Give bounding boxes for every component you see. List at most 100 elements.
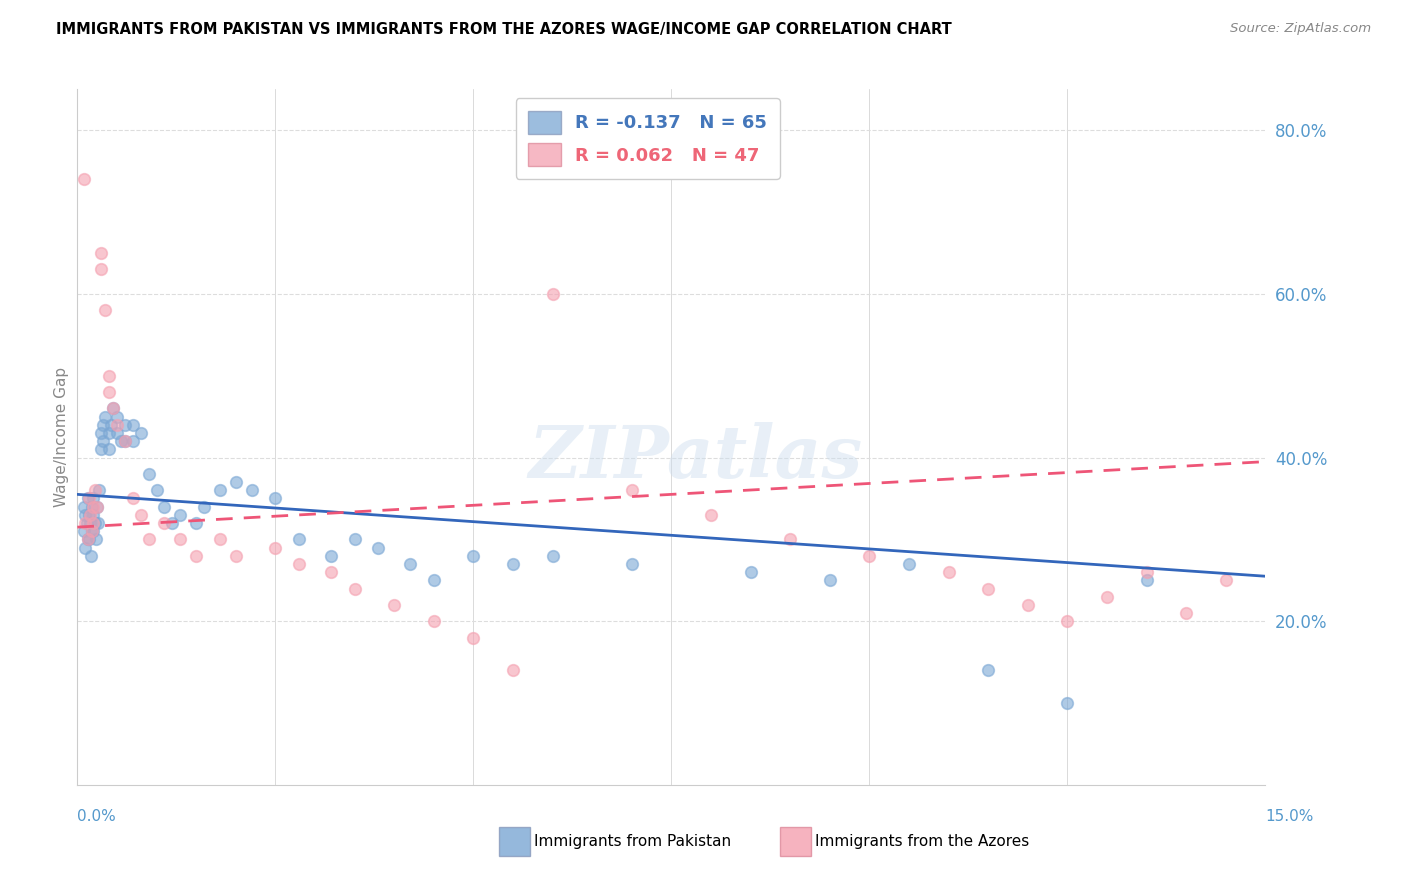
Point (162, 516, 184, 530)
Point (121, 491, 143, 506)
Point (101, 401, 124, 416)
Point (82, 524, 104, 539)
Point (101, 401, 124, 416)
Point (382, 598, 405, 612)
Point (82, 508, 104, 522)
Point (319, 565, 342, 579)
Point (138, 533, 160, 547)
Point (73, 172, 96, 186)
Point (169, 508, 191, 522)
Point (90, 262, 112, 277)
Point (153, 500, 176, 514)
Point (98, 425, 121, 440)
Point (87, 516, 110, 530)
Point (76, 491, 98, 506)
Point (98, 442, 121, 457)
Point (114, 417, 136, 432)
Point (938, 565, 960, 579)
Point (208, 533, 231, 547)
Point (193, 500, 215, 514)
Point (86, 500, 108, 514)
Point (620, 483, 643, 498)
Point (77, 508, 100, 522)
Point (740, 565, 762, 579)
Point (1095, 590, 1118, 604)
Point (423, 614, 446, 628)
Point (98, 385, 121, 400)
Point (82, 516, 104, 530)
Point (100, 417, 122, 432)
Text: ZIPatlas: ZIPatlas (529, 423, 862, 493)
Point (898, 557, 921, 571)
Point (1215, 574, 1237, 588)
Text: Source: ZipAtlas.com: Source: ZipAtlas.com (1230, 22, 1371, 36)
Point (343, 533, 366, 547)
Point (83, 483, 105, 498)
Point (75, 541, 97, 555)
Point (145, 483, 167, 498)
Point (105, 425, 128, 440)
Point (288, 533, 311, 547)
Point (153, 516, 176, 530)
Point (367, 541, 389, 555)
Point (77, 491, 100, 506)
Point (80, 549, 103, 563)
Point (319, 549, 342, 563)
Point (700, 508, 723, 522)
Point (80, 524, 103, 539)
Point (121, 434, 143, 449)
Point (502, 664, 524, 678)
Text: 15.0%: 15.0% (1265, 809, 1313, 823)
Point (541, 549, 564, 563)
Y-axis label: Wage/Income Gap: Wage/Income Gap (53, 367, 69, 508)
Point (75, 516, 97, 530)
Point (94, 409, 117, 424)
Text: Immigrants from the Azores: Immigrants from the Azores (815, 834, 1029, 848)
Point (80, 524, 103, 539)
Point (90, 442, 112, 457)
Point (129, 425, 152, 440)
Point (93, 434, 115, 449)
Point (1056, 696, 1078, 710)
Point (818, 574, 841, 588)
Point (225, 549, 247, 563)
Point (79, 516, 101, 530)
Point (98, 368, 121, 383)
Point (343, 582, 366, 596)
Point (84, 533, 107, 547)
Point (105, 409, 128, 424)
Point (91, 417, 114, 432)
Point (502, 557, 524, 571)
Point (90, 246, 112, 260)
Point (1136, 574, 1159, 588)
Point (76, 516, 98, 530)
Point (80, 500, 103, 514)
Point (858, 549, 880, 563)
Point (186, 516, 208, 530)
Point (225, 475, 247, 489)
Point (541, 286, 564, 301)
Point (79, 508, 101, 522)
Text: Immigrants from Pakistan: Immigrants from Pakistan (534, 834, 731, 848)
Point (114, 434, 136, 449)
Point (1056, 614, 1078, 628)
Point (264, 491, 287, 506)
Point (977, 664, 1000, 678)
Point (77, 533, 100, 547)
Point (169, 533, 191, 547)
Point (463, 549, 485, 563)
Point (1136, 565, 1159, 579)
Point (1175, 606, 1198, 620)
Point (75, 508, 97, 522)
Point (423, 574, 446, 588)
Point (73, 500, 96, 514)
Point (138, 467, 160, 481)
Point (77, 533, 100, 547)
Legend: R = -0.137   N = 65, R = 0.062   N = 47: R = -0.137 N = 65, R = 0.062 N = 47 (516, 98, 780, 179)
Point (87, 483, 110, 498)
Point (463, 631, 485, 645)
Point (90, 425, 112, 440)
Point (288, 557, 311, 571)
Point (86, 500, 108, 514)
Point (129, 508, 152, 522)
